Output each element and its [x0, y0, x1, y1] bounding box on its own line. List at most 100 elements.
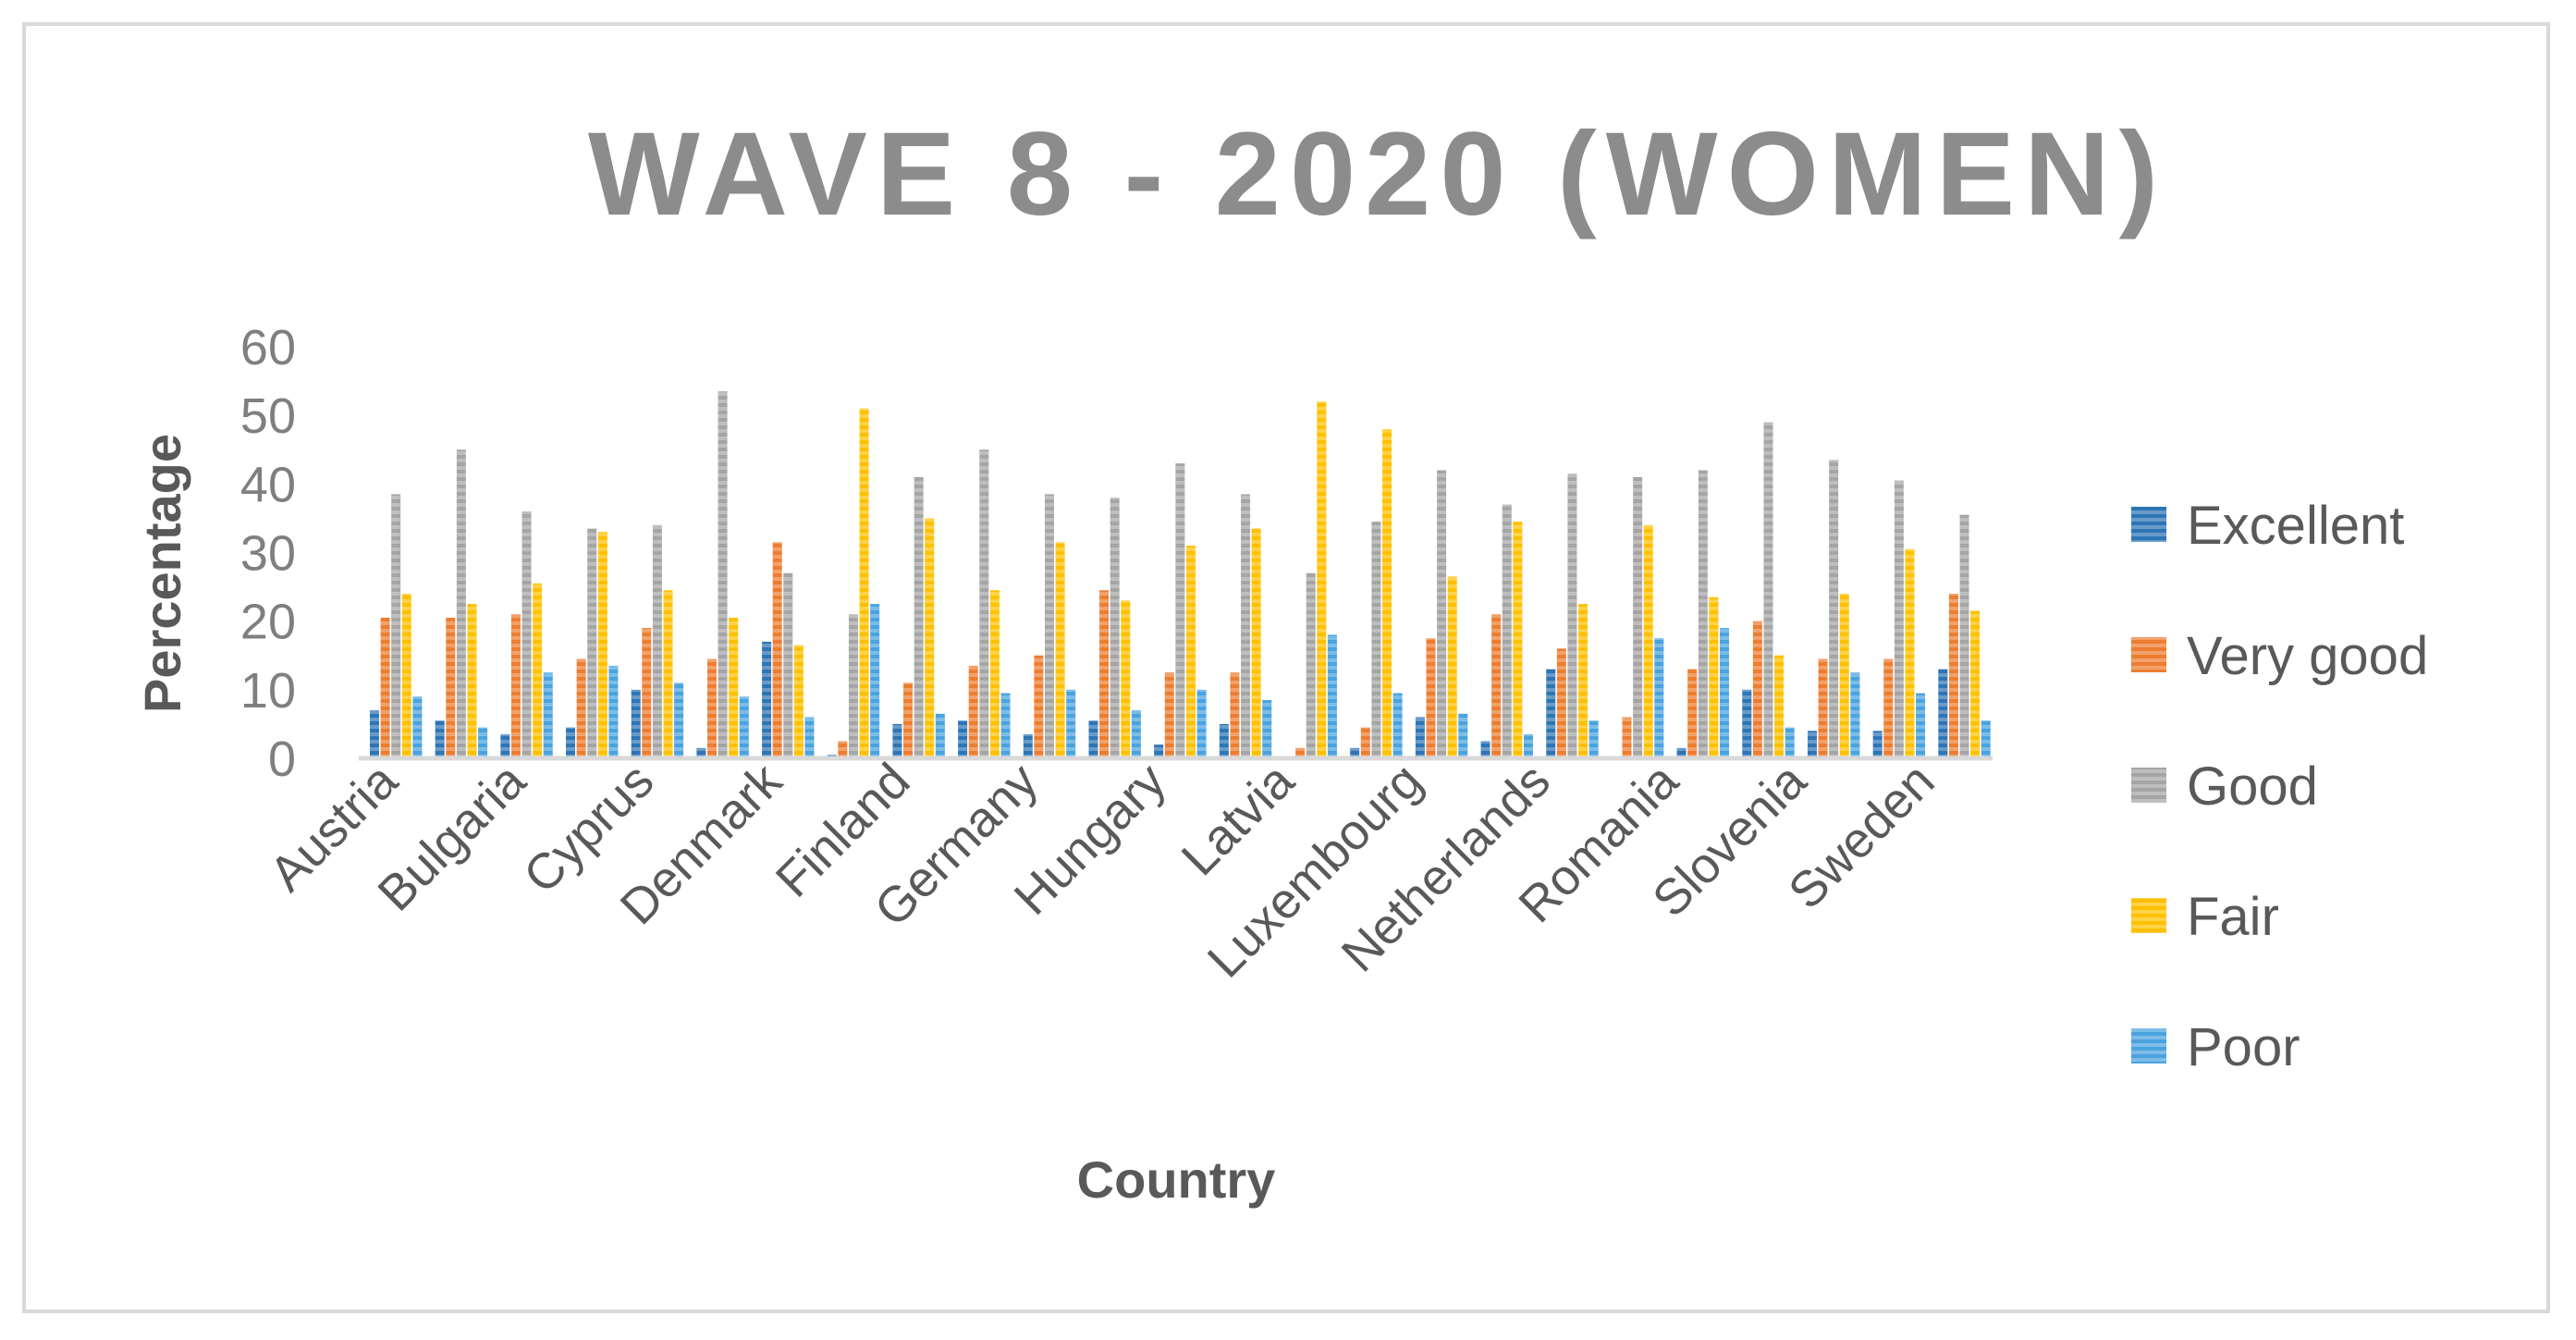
- bar-texture: [1687, 669, 1698, 758]
- legend-label: Very good: [2187, 626, 2428, 686]
- bar-texture: [935, 713, 945, 758]
- bar-texture: [412, 696, 423, 758]
- bar-texture: [1392, 693, 1403, 758]
- bar-texture: [1045, 494, 1054, 758]
- bar-texture: [1327, 634, 1337, 758]
- bar-texture: [521, 511, 532, 758]
- bar-texture: [1121, 600, 1131, 758]
- bar-texture: [1894, 480, 1904, 758]
- y-tick-label: 50: [240, 388, 296, 444]
- bar-texture: [1829, 460, 1839, 758]
- bar-texture: [1154, 744, 1164, 758]
- bar-texture: [1959, 514, 1969, 758]
- legend: Excellent Very good Good Fair Poor: [2131, 496, 2428, 1077]
- y-tick-label: 10: [240, 663, 296, 719]
- bar-texture: [707, 658, 717, 758]
- bar-texture: [804, 717, 815, 758]
- bar-texture: [793, 645, 803, 758]
- bar-texture: [391, 494, 401, 758]
- bar-texture: [1295, 747, 1306, 758]
- bar-texture: [1317, 401, 1327, 758]
- bar-texture: [903, 682, 914, 758]
- legend-label: Excellent: [2187, 496, 2404, 556]
- bar-texture: [1196, 689, 1207, 758]
- legend-swatch-texture: [2131, 768, 2166, 803]
- bar-texture: [1513, 522, 1523, 758]
- bar-texture: [1839, 594, 1849, 758]
- bar-texture: [1458, 713, 1468, 758]
- bar-texture: [1752, 621, 1762, 758]
- bar-texture: [729, 617, 739, 758]
- x-axis-label: Country: [1077, 1150, 1276, 1209]
- bar-texture: [1622, 717, 1632, 758]
- bar-texture: [1066, 689, 1076, 758]
- bar-texture: [1643, 524, 1653, 758]
- y-tick-label: 30: [240, 526, 296, 582]
- bar-texture: [772, 542, 782, 758]
- legend-label: Fair: [2187, 887, 2279, 947]
- bar-texture: [1774, 655, 1785, 758]
- bar-texture: [1219, 723, 1229, 758]
- bar-texture: [380, 617, 390, 758]
- legend-label: Good: [2187, 756, 2318, 817]
- legend-swatch-texture: [2131, 1028, 2166, 1063]
- bar-texture: [1415, 717, 1425, 758]
- bar-texture: [1023, 734, 1033, 758]
- bar-texture: [642, 628, 652, 758]
- x-tick-label: Sweden: [1778, 753, 1944, 919]
- bar-texture: [1883, 658, 1894, 758]
- bar-texture: [1523, 734, 1533, 758]
- bar-texture: [1251, 528, 1261, 758]
- bar-texture: [631, 689, 641, 758]
- bar-texture: [870, 604, 880, 758]
- bar-texture: [401, 594, 411, 758]
- bar-texture: [1371, 522, 1381, 758]
- bar-texture: [1546, 669, 1556, 758]
- bar-texture: [1850, 672, 1860, 758]
- legend-label: Poor: [2187, 1017, 2300, 1077]
- chart-title: WAVE 8 - 2020 (WOMEN): [588, 108, 2167, 240]
- legend-swatch-texture: [2131, 637, 2166, 672]
- y-axis-label: Percentage: [133, 434, 191, 713]
- bar-texture: [533, 583, 543, 758]
- bar-texture: [1382, 429, 1392, 758]
- bar-texture: [608, 665, 619, 758]
- chart-frame: [22, 22, 2550, 1313]
- bar-texture: [1241, 494, 1251, 758]
- bar-texture: [1426, 638, 1436, 758]
- bar-texture: [1000, 693, 1011, 758]
- bar-texture: [1110, 498, 1120, 758]
- y-axis-ticks: 0 10 20 30 40 50 60: [240, 320, 296, 787]
- y-tick-label: 60: [240, 320, 296, 375]
- legend-swatch-texture: [2131, 507, 2166, 542]
- bar-texture: [1556, 648, 1566, 758]
- bar-texture: [1034, 655, 1044, 758]
- bar-texture: [1491, 614, 1502, 758]
- bar-texture: [1088, 720, 1098, 758]
- bar-texture: [1055, 542, 1065, 758]
- bar-texture: [914, 476, 924, 758]
- bar-texture: [1905, 548, 1915, 758]
- bar-texture: [838, 741, 848, 758]
- bar-texture: [1916, 693, 1926, 758]
- bar-texture: [478, 727, 488, 758]
- bar-texture: [1633, 476, 1643, 758]
- bar-texture: [587, 528, 597, 758]
- bar-texture: [958, 720, 968, 758]
- bar-texture: [1185, 546, 1196, 758]
- bar-texture: [456, 449, 466, 758]
- bar-texture: [446, 617, 456, 758]
- bar-texture: [1763, 422, 1773, 758]
- bar-texture: [566, 727, 576, 758]
- bar-texture: [510, 614, 521, 758]
- bar-texture: [892, 723, 902, 758]
- bar-texture: [467, 604, 477, 758]
- bar-texture: [674, 682, 684, 758]
- bar-texture: [1742, 689, 1752, 758]
- bar-texture: [718, 391, 728, 758]
- bar-texture: [1698, 470, 1708, 758]
- bar-texture: [739, 696, 749, 758]
- y-tick-label: 20: [240, 595, 296, 650]
- bar-texture: [1262, 699, 1272, 758]
